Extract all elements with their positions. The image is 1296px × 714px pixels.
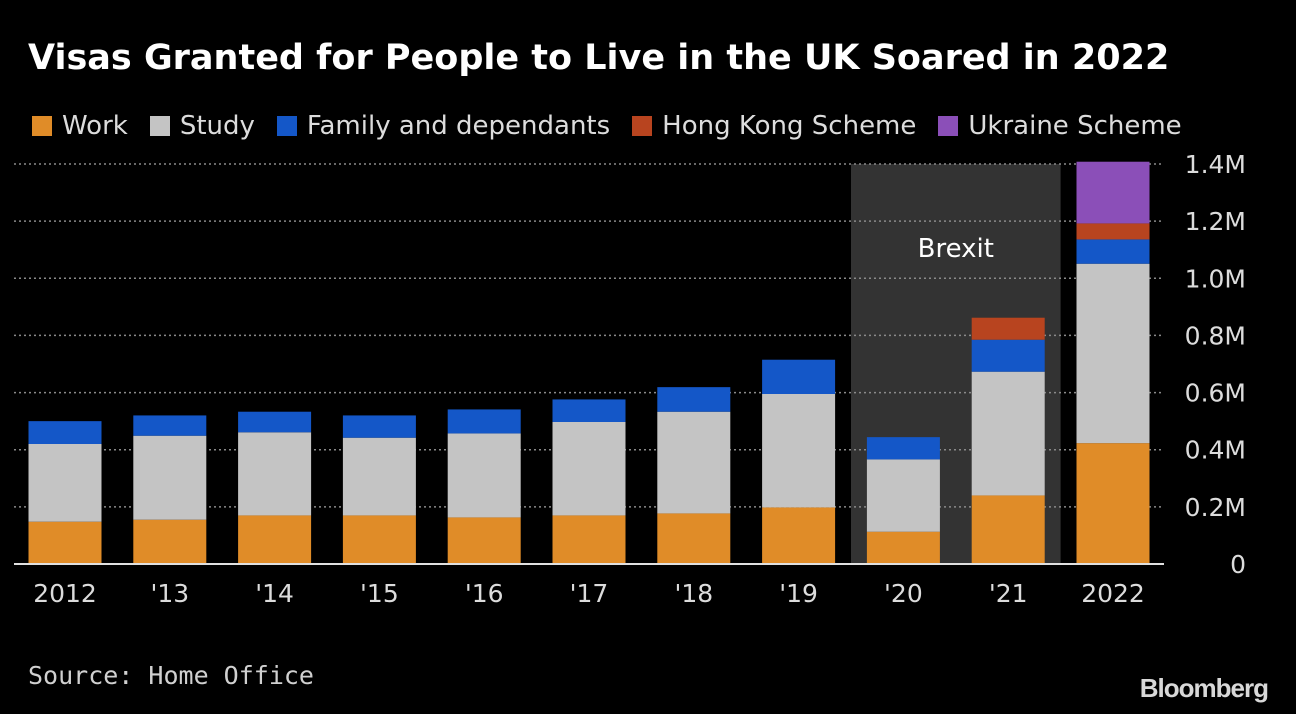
bar-segment [1076,161,1150,224]
source-note: Source: Home Office [28,661,314,690]
bar-segment [552,422,626,516]
x-tick-label: '18 [674,579,713,608]
legend-item: Ukraine Scheme [938,111,1182,141]
legend-swatch [632,116,653,136]
bar-segment [238,515,312,564]
bar-segment [238,432,312,516]
legend-swatch [149,116,170,136]
bar-segment [971,371,1045,496]
chart-legend: Work Study Family and dependants Hong Kong … [32,108,1204,144]
x-tick-label: '16 [465,579,504,608]
legend-swatch [276,116,297,136]
bar-segment [1076,223,1150,240]
y-tick-label: 0.6M [1185,379,1246,408]
legend-item: Family and dependants [276,111,611,141]
x-tick-label: 2022 [1081,579,1145,608]
bar-segment [657,387,731,412]
legend-label: Hong Kong Scheme [662,111,917,141]
legend-swatch [938,116,959,136]
bar-segment [238,411,312,433]
x-tick-label: '20 [884,579,923,608]
bar-segment [762,394,836,508]
bar-segment [342,437,416,516]
x-tick-label: '21 [989,579,1028,608]
legend-item: Work [32,111,128,141]
y-tick-label: 0.4M [1185,436,1246,465]
y-tick-label: 1.2M [1185,207,1246,236]
legend-item: Study [149,111,255,141]
bar-segment [28,421,102,444]
bar-segment [762,359,836,394]
legend-label: Work [62,111,128,141]
bar-segment [552,399,626,422]
bar-segment [971,495,1045,564]
x-tick-label: 2012 [33,579,97,608]
x-tick-label: '15 [360,579,399,608]
legend-item: Hong Kong Scheme [632,111,916,141]
bar-segment [447,517,521,564]
x-tick-label: '17 [570,579,609,608]
bar-segment [342,415,416,438]
y-tick-label: 0.8M [1185,321,1246,350]
bar-segment [657,411,731,514]
bar-segment [28,444,102,522]
x-tick-label: '14 [255,579,294,608]
bar-segment [1076,239,1150,264]
bar-segment [447,433,521,518]
bar-segment [971,317,1045,340]
bar-segment [866,459,940,532]
x-tick-label: '19 [779,579,818,608]
bar-segment [28,521,102,564]
highlight-band-label: Brexit [918,234,994,264]
bar-segment [133,435,207,520]
bar-segment [447,409,521,434]
y-tick-label: 1.0M [1185,264,1246,293]
bar-segment [1076,443,1150,564]
bar-segment [552,515,626,564]
legend-swatch [32,116,52,136]
x-tick-label: '13 [150,579,189,608]
bar-segment [866,437,940,460]
bar-segment [657,513,731,564]
bar-segment [866,531,940,564]
chart-title: Visas Granted for People to Live in the … [28,38,1170,78]
brand-logo: Bloomberg [1139,673,1269,703]
legend-label: Study [179,111,255,141]
y-tick-label: 1.4M [1185,150,1246,179]
bar-segment [971,339,1045,372]
y-tick-label: 0.2M [1185,493,1246,522]
bar-segment [762,507,836,564]
y-tick-label: 0 [1230,550,1246,579]
bar-segment [342,515,416,564]
bar-segment [133,415,207,436]
bar-segment [133,519,207,564]
bar-segment [1076,263,1150,444]
legend-label: Family and dependants [306,111,611,141]
legend-label: Ukraine Scheme [968,111,1182,141]
